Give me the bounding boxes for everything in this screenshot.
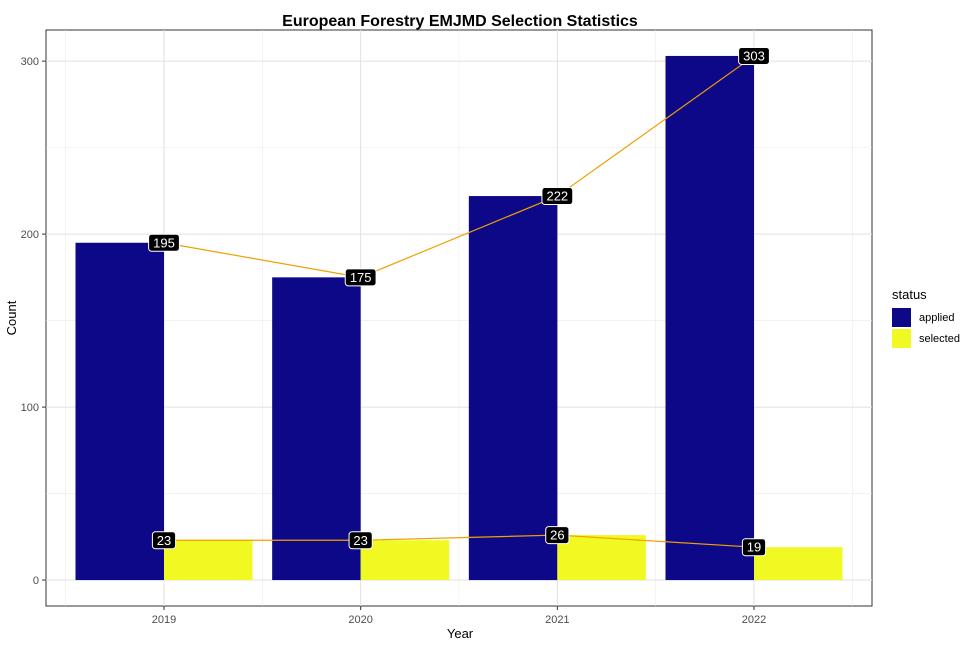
plot-panel: 195 175 222 303 23 23 26 19 0 100 200 300 2019 2020 20… [21, 29, 873, 626]
bar-applied-2020 [272, 277, 361, 581]
x-tick-label: 2021 [545, 614, 569, 626]
data-label-selected-2021: 26 [545, 526, 570, 545]
bar-applied-2019 [75, 242, 164, 581]
y-tick-label: 100 [21, 402, 39, 414]
data-label-box [741, 538, 767, 557]
x-tick-label: 2020 [348, 614, 372, 626]
data-label-box [545, 526, 570, 545]
data-label-applied-2021: 222 [541, 187, 574, 206]
line-selected [164, 534, 755, 548]
x-tick-label: 2022 [742, 614, 766, 626]
data-label-text: 26 [550, 528, 564, 543]
data-label-box [738, 46, 770, 65]
data-label-box [148, 233, 180, 252]
data-label-text: 19 [747, 540, 761, 555]
data-label-text: 23 [157, 533, 171, 548]
data-label-applied-2019: 195 [148, 233, 180, 252]
bar-selected-2020 [360, 540, 450, 581]
y-axis-title: Count [4, 300, 19, 335]
data-label-text: 303 [743, 48, 765, 63]
line-applied [163, 55, 755, 278]
x-axis-title: Year [447, 626, 474, 641]
legend-key-selected [892, 329, 911, 348]
data-label-box [541, 187, 574, 206]
legend-label-selected: selected [919, 333, 960, 345]
legend-key-applied [892, 308, 911, 327]
legend-title: status [892, 287, 927, 302]
y-tick-label: 200 [21, 229, 39, 241]
data-label-applied-2022: 303 [738, 46, 770, 65]
data-label-text: 195 [153, 235, 175, 250]
bar-selected-2019 [164, 540, 253, 581]
data-label-box [344, 268, 377, 287]
data-label-applied-2020: 175 [344, 268, 377, 287]
data-label-box [151, 531, 177, 550]
data-label-box [348, 531, 373, 550]
bar-applied-2022 [665, 55, 754, 581]
data-label-selected-2022: 19 [741, 538, 767, 557]
data-label-text: 222 [546, 189, 568, 204]
y-tick-label: 0 [33, 575, 39, 587]
bar-selected-2022 [754, 547, 843, 581]
legend-label-applied: applied [919, 312, 954, 324]
bar-applied-2021 [468, 196, 558, 581]
x-tick-label: 2019 [152, 614, 176, 626]
legend: status applied selected [892, 287, 960, 348]
chart-title: European Forestry EMJMD Selection Statis… [282, 13, 638, 30]
y-tick-label: 300 [21, 56, 39, 68]
data-label-selected-2020: 23 [348, 531, 373, 550]
data-label-selected-2019: 23 [151, 531, 177, 550]
data-label-text: 23 [353, 533, 367, 548]
bar-selected-2021 [557, 535, 646, 581]
data-label-text: 175 [350, 270, 372, 285]
